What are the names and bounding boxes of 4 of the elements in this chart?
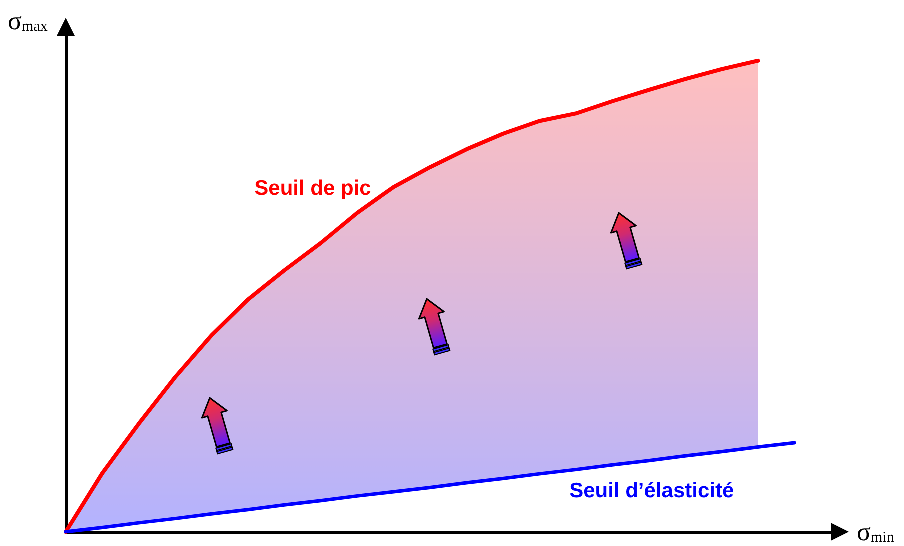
y-axis-title: σmax xyxy=(8,6,48,36)
x-axis-title: σmin xyxy=(857,518,895,546)
series-label: Seuil d’élasticité xyxy=(570,479,734,502)
series-label: Seuil de pic xyxy=(254,176,372,200)
